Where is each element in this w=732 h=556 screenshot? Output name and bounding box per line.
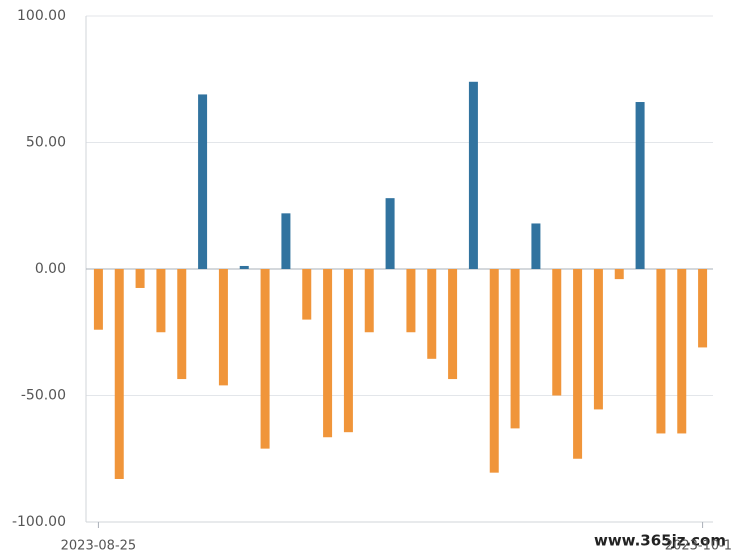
bar: [698, 269, 708, 348]
bar: [323, 269, 333, 438]
bar: [364, 269, 374, 333]
y-tick-label: 0.00: [35, 261, 66, 277]
bar: [489, 269, 499, 473]
bar: [406, 269, 416, 333]
bar: [614, 269, 624, 280]
bar: [552, 269, 562, 396]
bar: [593, 269, 603, 410]
bar: [635, 102, 645, 270]
x-tick-label: 2023-08-25: [61, 539, 137, 554]
bar: [468, 81, 478, 269]
bar: [531, 223, 541, 269]
bar: [656, 269, 666, 434]
bar: [177, 269, 187, 380]
bar: [573, 269, 583, 459]
bar: [510, 269, 520, 429]
bar: [677, 269, 687, 434]
bar: [302, 269, 312, 320]
y-tick-label: 50.00: [26, 135, 66, 151]
bar: [135, 269, 145, 288]
y-tick-label: -100.00: [12, 514, 66, 530]
bar: [385, 198, 395, 269]
bar: [260, 269, 270, 449]
watermark: www.365jz.com: [594, 532, 726, 550]
bar: [281, 213, 291, 269]
bar: [218, 269, 228, 386]
bar: [427, 269, 437, 359]
y-tick-label: -50.00: [21, 388, 66, 404]
bar: [239, 265, 249, 269]
y-tick-label: 100.00: [17, 8, 66, 24]
bar: [448, 269, 458, 380]
bar: [93, 269, 103, 330]
x-tick-label: 2023-10-17: [665, 539, 732, 554]
bar: [198, 94, 208, 270]
bar: [156, 269, 166, 333]
bar: [343, 269, 353, 433]
bar: [114, 269, 124, 479]
